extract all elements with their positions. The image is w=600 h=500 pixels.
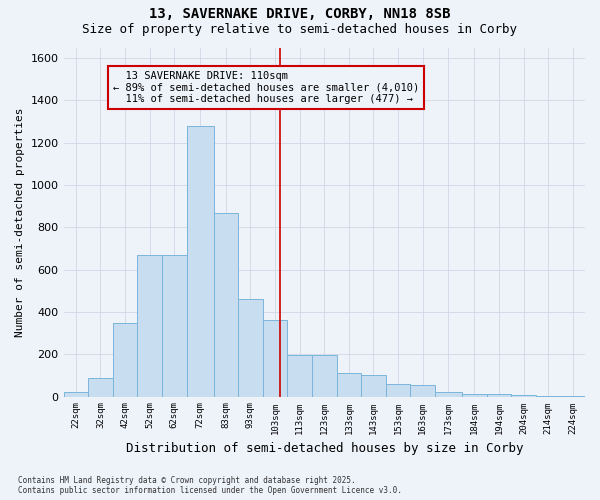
Bar — [312, 356, 337, 397]
Bar — [410, 385, 435, 396]
Bar — [487, 394, 511, 396]
Bar — [187, 126, 214, 396]
Bar — [462, 394, 487, 396]
Bar — [435, 392, 462, 396]
Bar — [162, 255, 187, 396]
Bar — [88, 378, 113, 396]
Text: 13 SAVERNAKE DRIVE: 110sqm
← 89% of semi-detached houses are smaller (4,010)
  1: 13 SAVERNAKE DRIVE: 110sqm ← 89% of semi… — [113, 71, 419, 104]
Bar — [137, 255, 162, 396]
Text: 13, SAVERNAKE DRIVE, CORBY, NN18 8SB: 13, SAVERNAKE DRIVE, CORBY, NN18 8SB — [149, 8, 451, 22]
Bar — [361, 376, 386, 396]
Bar — [214, 212, 238, 396]
Bar — [238, 299, 263, 396]
Bar — [287, 356, 312, 397]
Text: Size of property relative to semi-detached houses in Corby: Size of property relative to semi-detach… — [83, 22, 517, 36]
Text: Contains HM Land Registry data © Crown copyright and database right 2025.
Contai: Contains HM Land Registry data © Crown c… — [18, 476, 402, 495]
Y-axis label: Number of semi-detached properties: Number of semi-detached properties — [15, 108, 25, 337]
Bar — [337, 374, 361, 396]
Bar — [113, 322, 137, 396]
Bar — [386, 384, 410, 396]
Bar — [263, 320, 287, 396]
X-axis label: Distribution of semi-detached houses by size in Corby: Distribution of semi-detached houses by … — [125, 442, 523, 455]
Bar — [64, 392, 88, 396]
